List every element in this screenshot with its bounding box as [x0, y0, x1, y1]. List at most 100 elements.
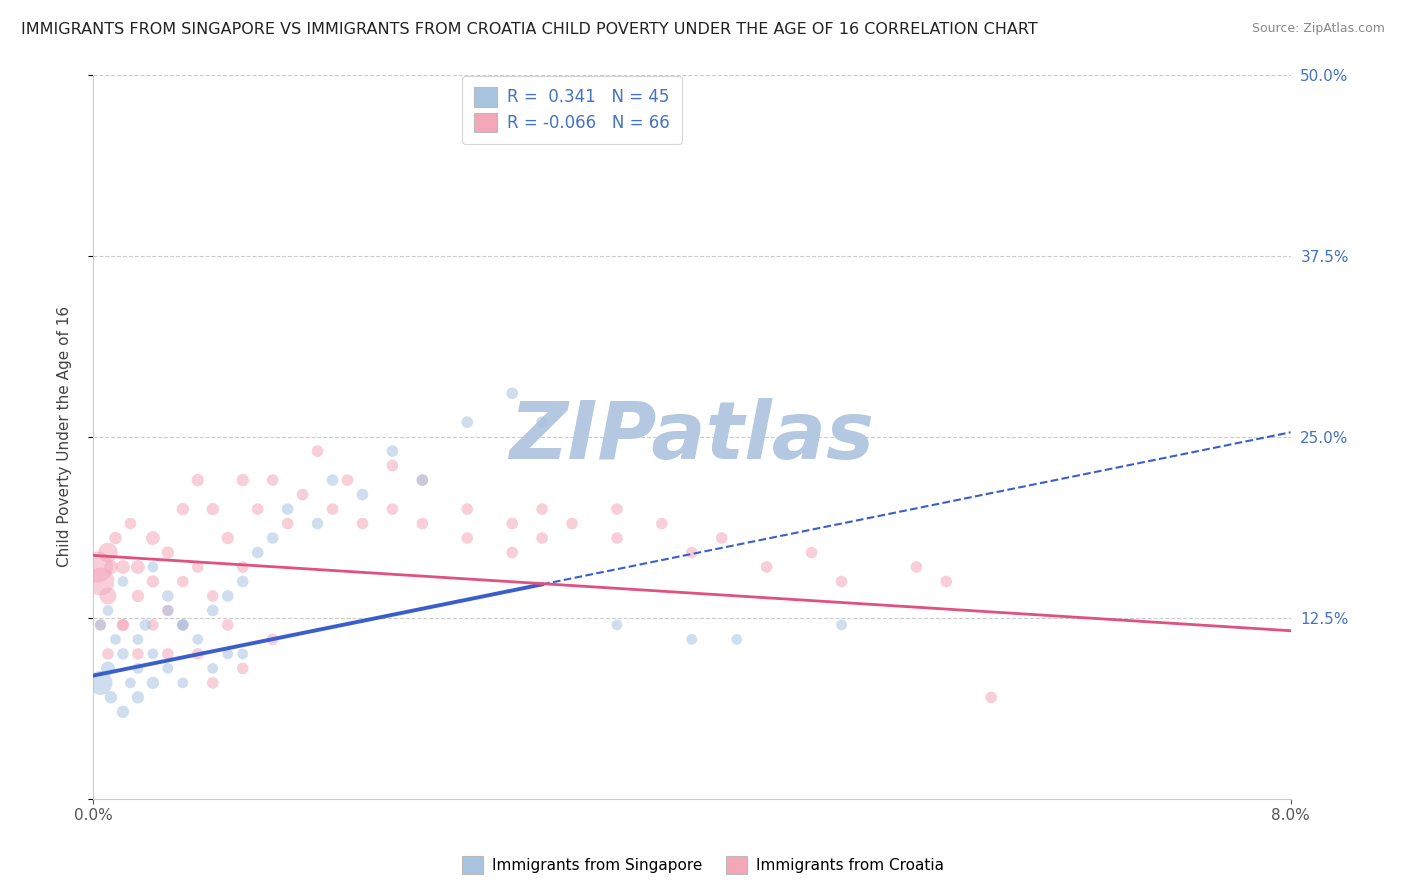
Point — [217, 531, 239, 545]
Point — [89, 618, 111, 632]
Point — [831, 618, 853, 632]
Point — [980, 690, 1002, 705]
Point — [97, 545, 120, 559]
Point — [456, 415, 478, 429]
Point — [232, 560, 254, 574]
Point — [111, 705, 134, 719]
Point — [172, 502, 194, 516]
Point — [606, 531, 628, 545]
Point — [381, 502, 404, 516]
Point — [156, 545, 179, 559]
Point — [905, 560, 928, 574]
Point — [262, 632, 284, 647]
Point — [800, 545, 823, 559]
Point — [232, 647, 254, 661]
Point — [651, 516, 673, 531]
Point — [127, 661, 149, 675]
Point — [262, 473, 284, 487]
Point — [352, 487, 374, 501]
Point — [352, 516, 374, 531]
Point — [104, 531, 127, 545]
Point — [187, 473, 209, 487]
Point — [142, 618, 165, 632]
Point — [142, 531, 165, 545]
Legend: R =  0.341   N = 45, R = -0.066   N = 66: R = 0.341 N = 45, R = -0.066 N = 66 — [463, 76, 682, 145]
Point — [156, 647, 179, 661]
Point — [201, 589, 224, 603]
Point — [725, 632, 748, 647]
Point — [201, 676, 224, 690]
Point — [201, 661, 224, 675]
Point — [307, 444, 329, 458]
Point — [156, 661, 179, 675]
Point — [111, 647, 134, 661]
Point — [322, 473, 344, 487]
Point — [127, 632, 149, 647]
Point — [127, 647, 149, 661]
Point — [156, 589, 179, 603]
Point — [831, 574, 853, 589]
Point — [97, 589, 120, 603]
Point — [246, 502, 269, 516]
Point — [156, 603, 179, 617]
Point — [127, 690, 149, 705]
Point — [156, 603, 179, 617]
Text: IMMIGRANTS FROM SINGAPORE VS IMMIGRANTS FROM CROATIA CHILD POVERTY UNDER THE AGE: IMMIGRANTS FROM SINGAPORE VS IMMIGRANTS … — [21, 22, 1038, 37]
Point — [142, 647, 165, 661]
Point — [606, 502, 628, 516]
Point — [172, 618, 194, 632]
Point — [97, 603, 120, 617]
Point — [381, 458, 404, 473]
Point — [501, 386, 523, 401]
Point — [172, 618, 194, 632]
Point — [232, 473, 254, 487]
Point — [935, 574, 957, 589]
Point — [307, 516, 329, 531]
Point — [142, 560, 165, 574]
Point — [232, 574, 254, 589]
Point — [97, 661, 120, 675]
Point — [606, 618, 628, 632]
Point — [111, 574, 134, 589]
Point — [104, 632, 127, 647]
Point — [187, 632, 209, 647]
Point — [172, 618, 194, 632]
Point — [561, 516, 583, 531]
Point — [142, 574, 165, 589]
Point — [755, 560, 778, 574]
Point — [262, 531, 284, 545]
Point — [681, 632, 703, 647]
Point — [217, 618, 239, 632]
Point — [322, 502, 344, 516]
Point — [134, 618, 156, 632]
Point — [100, 690, 122, 705]
Point — [127, 589, 149, 603]
Point — [531, 415, 554, 429]
Point — [187, 560, 209, 574]
Point — [232, 661, 254, 675]
Legend: Immigrants from Singapore, Immigrants from Croatia: Immigrants from Singapore, Immigrants fr… — [456, 850, 950, 880]
Point — [531, 531, 554, 545]
Point — [411, 473, 433, 487]
Point — [710, 531, 733, 545]
Point — [127, 560, 149, 574]
Point — [86, 560, 108, 574]
Point — [217, 647, 239, 661]
Point — [411, 473, 433, 487]
Point — [336, 473, 359, 487]
Point — [172, 574, 194, 589]
Point — [120, 516, 142, 531]
Point — [456, 502, 478, 516]
Point — [531, 502, 554, 516]
Point — [100, 560, 122, 574]
Point — [89, 574, 111, 589]
Point — [89, 618, 111, 632]
Point — [89, 676, 111, 690]
Point — [501, 545, 523, 559]
Point — [120, 676, 142, 690]
Point — [97, 647, 120, 661]
Point — [501, 516, 523, 531]
Point — [172, 676, 194, 690]
Point — [291, 487, 314, 501]
Point — [381, 444, 404, 458]
